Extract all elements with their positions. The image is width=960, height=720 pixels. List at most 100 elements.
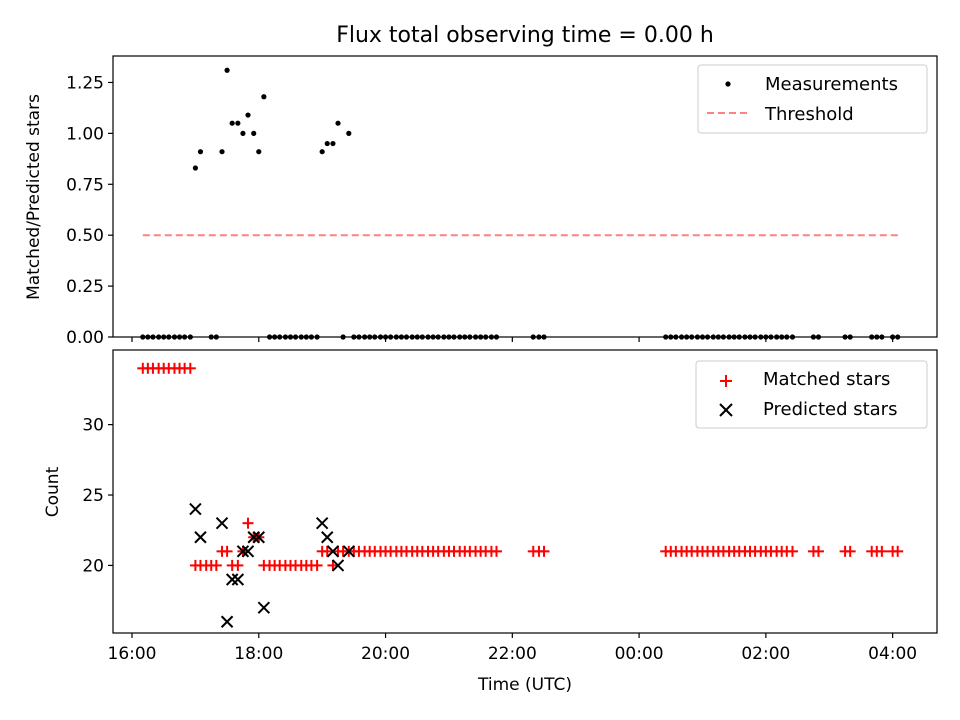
measurement-point: [462, 334, 468, 340]
measurement-point: [789, 334, 796, 340]
measurement-point: [890, 334, 896, 340]
measurement-point: [689, 334, 695, 340]
measurement-point: [752, 334, 758, 340]
measurement-point: [335, 120, 341, 126]
predicted-star-point: [194, 531, 207, 544]
measurement-point: [435, 334, 441, 340]
measurement-point: [747, 334, 753, 340]
measurement-point: [176, 334, 183, 340]
measurement-point: [208, 334, 214, 340]
measurement-point: [224, 67, 230, 73]
predicted-star-point: [257, 601, 271, 614]
measurement-point: [261, 94, 267, 100]
measurement-point: [414, 334, 420, 340]
measurement-point: [488, 334, 495, 340]
measurement-point: [678, 334, 685, 340]
measurement-point: [372, 334, 378, 340]
measurement-point: [362, 334, 368, 340]
measurement-point: [182, 334, 188, 340]
measurement-point: [382, 334, 389, 340]
predicted-star-point: [342, 545, 355, 558]
measurement-point: [425, 334, 431, 340]
x-tick-label: 22:00: [488, 644, 537, 664]
measurement-point: [530, 334, 536, 340]
measurement-point: [758, 334, 764, 340]
legend-matched-label: Matched stars: [763, 369, 890, 390]
count-y-axis-label: Count: [43, 466, 63, 517]
legend-threshold-label: Threshold: [764, 104, 854, 125]
measurement-point: [467, 334, 473, 340]
ratio-legend: Measurements Threshold: [697, 64, 928, 134]
chart-title: Flux total observing time = 0.00 h: [336, 23, 714, 48]
measurement-point: [192, 165, 198, 171]
measurement-point: [441, 334, 447, 340]
measurement-point: [150, 334, 156, 340]
matched-star-point: [210, 559, 222, 571]
predicted-star-point: [247, 531, 260, 544]
measurement-point: [774, 334, 780, 340]
measurement-point: [869, 334, 875, 340]
measurement-point: [810, 334, 817, 340]
count-y-ticks: 20 25 30: [82, 416, 113, 576]
predicted-star-point: [220, 615, 234, 628]
measurement-point: [356, 334, 362, 340]
measurement-point: [673, 334, 679, 340]
matched-star-point: [321, 545, 333, 557]
legend-measurements-label: Measurements: [765, 74, 898, 95]
measurement-point: [251, 130, 257, 136]
measurement-point: [419, 334, 425, 340]
measurement-point: [377, 334, 384, 340]
predicted-star-point: [189, 502, 202, 516]
predicted-stars-series: [189, 502, 355, 628]
ratio-y-tick-label: 1.00: [66, 124, 104, 144]
legend-matched-marker: [720, 375, 732, 387]
matched-star-point: [311, 559, 323, 571]
x-tick-label: 16:00: [108, 644, 157, 664]
measurement-point: [298, 334, 304, 340]
measurement-point: [694, 334, 701, 340]
count-legend: Matched stars Predicted stars: [695, 360, 928, 429]
measurements-series: [140, 67, 901, 340]
measurement-point: [314, 334, 320, 340]
measurement-point: [319, 149, 325, 155]
measurement-point: [684, 334, 690, 340]
count-legend-box: [695, 360, 928, 429]
predicted-star-point: [326, 545, 340, 558]
measurement-point: [272, 334, 278, 340]
measurement-point: [145, 334, 151, 340]
x-tick-label: 18:00: [234, 644, 283, 664]
ratio-y-ticks: 0.00 0.25 0.50 0.75 1.00 1.25: [66, 73, 113, 348]
measurement-point: [779, 334, 785, 340]
measurement-point: [874, 334, 880, 340]
measurement-point: [367, 334, 373, 340]
matched-star-point: [221, 545, 233, 557]
measurement-point: [742, 334, 748, 340]
measurement-point: [266, 334, 273, 340]
count-panel-frame: [112, 349, 938, 634]
predicted-star-point: [231, 573, 245, 586]
predicted-star-point: [252, 531, 265, 544]
measurement-point: [483, 334, 489, 340]
measurement-point: [229, 120, 235, 126]
matched-star-point: [242, 517, 254, 529]
ratio-y-tick-label: 0.25: [66, 277, 104, 297]
measurement-point: [282, 334, 289, 340]
measurement-point: [446, 334, 452, 340]
predicted-star-point: [225, 573, 239, 586]
measurement-point: [699, 334, 706, 340]
measurement-point: [430, 334, 436, 340]
measurement-point: [166, 334, 172, 340]
measurement-point: [704, 334, 711, 340]
measurement-point: [493, 334, 500, 340]
matched-star-point: [786, 545, 798, 557]
predicted-star-point: [241, 545, 255, 558]
predicted-star-point: [236, 545, 250, 558]
measurement-point: [161, 334, 167, 340]
measurement-point: [213, 334, 219, 340]
measurement-point: [346, 130, 352, 136]
measurement-point: [736, 334, 742, 340]
measurement-point: [245, 112, 251, 118]
ratio-legend-box: [697, 64, 928, 134]
measurement-point: [451, 334, 457, 340]
measurement-point: [726, 334, 732, 340]
